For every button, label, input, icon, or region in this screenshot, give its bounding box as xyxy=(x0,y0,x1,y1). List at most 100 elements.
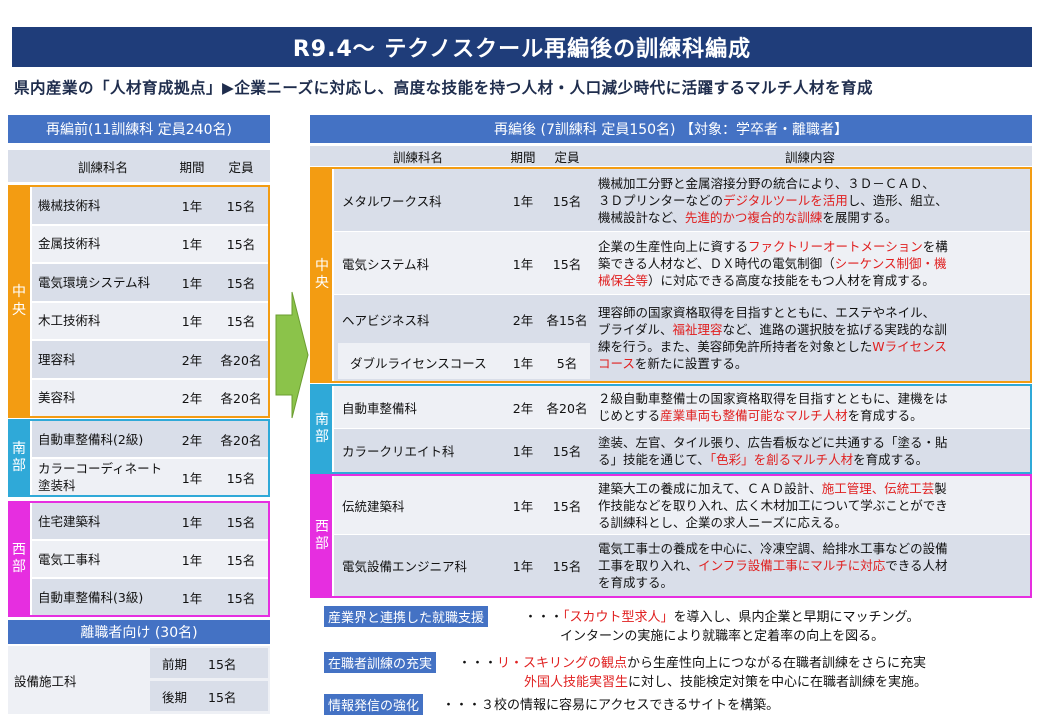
jobseeker-name: 設備施工科 xyxy=(14,673,77,689)
before-course-name: 理容科 xyxy=(38,351,76,367)
content-text: を育成する。 xyxy=(853,451,929,467)
after-course-capacity: 15名 xyxy=(552,256,582,272)
after-course-name: 伝統建築科 xyxy=(342,498,405,514)
content-line: 理容師の国家資格取得を目指すとともに、エステやネイル、 xyxy=(598,304,1026,321)
highlight-text: 施工管理、伝統工芸 xyxy=(821,480,935,496)
content-text: 塗装、左官、タイル張り、広告看板などに共通する「塗る・貼 xyxy=(598,434,948,450)
after-sub-row-bg xyxy=(338,343,590,379)
bottom-note-line: 外国人技能実習生に対し、技能検定対策を中心に在職者訓練を実施。 xyxy=(524,671,927,690)
before-col-header-bg xyxy=(8,150,270,182)
content-line: ２級自動車整備士の国家資格取得を目指すとともに、建機をは xyxy=(598,390,1026,407)
after-row-bg xyxy=(334,535,1030,596)
bottom-note-line: ・・・３校の情報に容易にアクセスできるサイトを構築。 xyxy=(442,694,779,713)
content-text: し、造形、組立、 xyxy=(847,192,948,208)
jobseeker-capacity: 15名 xyxy=(208,656,237,672)
after-course-capacity: 15名 xyxy=(552,559,582,574)
bottom-note-line: ・・・「スカウト型求人」を導入し、県内企業と早期にマッチング。 xyxy=(524,606,920,625)
after-course-name: 電気システム科 xyxy=(342,256,430,272)
after-course-content: 企業の生産性向上に資するファクトリーオートメーションを構 築できる人材など、ＤＸ時… xyxy=(598,238,1026,289)
before-course-name: 機械技術科 xyxy=(38,197,101,213)
after-course-period: 1年 xyxy=(512,444,534,459)
after-region-label: 西部 xyxy=(312,474,332,598)
before-course-capacity: 各20名 xyxy=(220,432,262,448)
page-title: R9.4～ テクノスクール再編後の訓練科編成 xyxy=(12,27,1032,67)
before-row-bg xyxy=(32,341,268,378)
content-text: を育成する。 xyxy=(598,575,674,590)
highlight-text: Wライセンス xyxy=(872,339,947,354)
transition-arrow-icon xyxy=(275,291,309,419)
content-text: ）に対応できる高度な技能をもつ人材を育成する。 xyxy=(648,272,935,288)
after-course-content: 塗装、左官、タイル張り、広告看板などに共通する「塗る・貼 る」技能を通じて、「色彩… xyxy=(598,434,1026,468)
after-region-frame xyxy=(310,167,1032,383)
after-course-capacity: 15名 xyxy=(552,193,582,209)
after-region-label: 中央 xyxy=(312,167,332,383)
content-text: る」技能を通じて、 xyxy=(598,451,710,467)
content-text: 製 xyxy=(934,480,947,496)
after-course-period: 1年 xyxy=(512,559,534,574)
after-col-content: 訓練内容 xyxy=(784,149,835,165)
after-sub-course-period: 1年 xyxy=(512,355,534,371)
note-text: に対し、技能検定対策を中心に在職者訓練を実施。 xyxy=(628,675,928,690)
after-row-bg xyxy=(334,386,1030,428)
highlight-text: インフラ設備工事にマルチに対応 xyxy=(698,558,886,573)
after-col-header-bg xyxy=(310,146,1032,166)
before-col-period: 期間 xyxy=(179,159,205,175)
jobseeker-term: 前期 xyxy=(162,656,188,672)
after-course-name: カラークリエイト科 xyxy=(342,444,455,459)
jobseeker-capacity: 15名 xyxy=(208,689,237,705)
content-line: 塗装、左官、タイル張り、広告看板などに共通する「塗る・貼 xyxy=(598,434,1026,451)
before-course-period: 1年 xyxy=(181,198,203,214)
before-row-bg xyxy=(32,541,268,577)
before-row-bg xyxy=(32,225,268,262)
content-text: を育成する。 xyxy=(847,408,923,423)
before-course-period: 1年 xyxy=(181,237,203,253)
before-row-bg xyxy=(32,459,268,495)
before-course-period: 1年 xyxy=(181,590,203,606)
content-text: 築できる人材など、ＤＸ時代の電気制御（ xyxy=(598,255,835,271)
highlight-text: シーケンス制御・機 xyxy=(834,255,947,271)
jobseeker-term-bg xyxy=(150,648,268,678)
after-col-period: 期間 xyxy=(510,149,536,165)
highlight-text: コース xyxy=(598,356,635,371)
before-course-period: 2年 xyxy=(181,352,203,368)
bottom-note-tag: 情報発信の強化 xyxy=(324,694,424,715)
before-region-frame xyxy=(8,185,270,418)
content-text: る訓練科とし、企業の求人ニーズに応える。 xyxy=(598,514,848,530)
after-region-label: 南部 xyxy=(312,384,332,474)
content-text: を新たに設置する。 xyxy=(634,356,748,371)
before-course-capacity: 各20名 xyxy=(220,352,262,368)
content-text: ３Ｄプリンターなどの xyxy=(598,192,724,208)
after-course-period: 2年 xyxy=(512,312,534,328)
before-course-name: 自動車整備科(2級) xyxy=(38,431,144,447)
highlight-text: 「色彩」を創るマルチ人材 xyxy=(709,451,854,467)
after-sub-course-name: ダブルライセンスコース xyxy=(350,355,487,371)
content-line: 建築大工の養成に加えて、ＣＡＤ設計、施工管理、伝統工芸製 xyxy=(598,480,1026,497)
highlight-text: 先進的かつ複合的な訓練 xyxy=(684,209,823,225)
before-course-name: 電気工事科 xyxy=(38,551,101,567)
bottom-note-tag: 産業界と連携した就職支援 xyxy=(324,606,489,627)
before-course-name: 金属技術科 xyxy=(38,236,101,252)
content-text: 練を行う。また、美容師免許所持者を対象とした xyxy=(598,339,873,354)
before-region-frame xyxy=(8,501,270,617)
content-line: じめとする産業車両も整備可能なマルチ人材を育成する。 xyxy=(598,407,1026,424)
content-line: 練を行う。また、美容師免許所持者を対象としたWライセンス xyxy=(598,338,1026,355)
content-line: ブライダル、福祉理容など、進路の選択肢を拡げる実践的な訓 xyxy=(598,321,1026,338)
before-course-period: 2年 xyxy=(181,391,203,407)
highlight-text: 外国人技能実習生 xyxy=(524,675,629,690)
after-course-period: 1年 xyxy=(512,498,534,514)
content-line: る訓練科とし、企業の求人ニーズに応える。 xyxy=(598,514,1026,531)
before-course-period: 1年 xyxy=(181,514,203,530)
before-course-name: 自動車整備科(3級) xyxy=(38,589,144,605)
after-region-frame xyxy=(310,474,1032,598)
highlight-text: 産業車両も整備可能なマルチ人材 xyxy=(660,408,848,423)
before-row-bg xyxy=(32,579,268,615)
highlight-text: 械保全等 xyxy=(598,272,649,288)
before-row-bg xyxy=(32,379,268,416)
before-course-period: 1年 xyxy=(181,314,203,330)
after-course-capacity: 各20名 xyxy=(546,400,588,416)
after-sub-course-capacity: 5名 xyxy=(556,355,578,371)
after-course-period: 1年 xyxy=(512,256,534,272)
content-text: 作技能などを取り入れ、広く木材加工について学ぶことができ xyxy=(598,497,948,513)
content-text: ２級自動車整備士の国家資格取得を目指すとともに、建機をは xyxy=(598,391,948,406)
before-row-bg xyxy=(32,302,268,339)
